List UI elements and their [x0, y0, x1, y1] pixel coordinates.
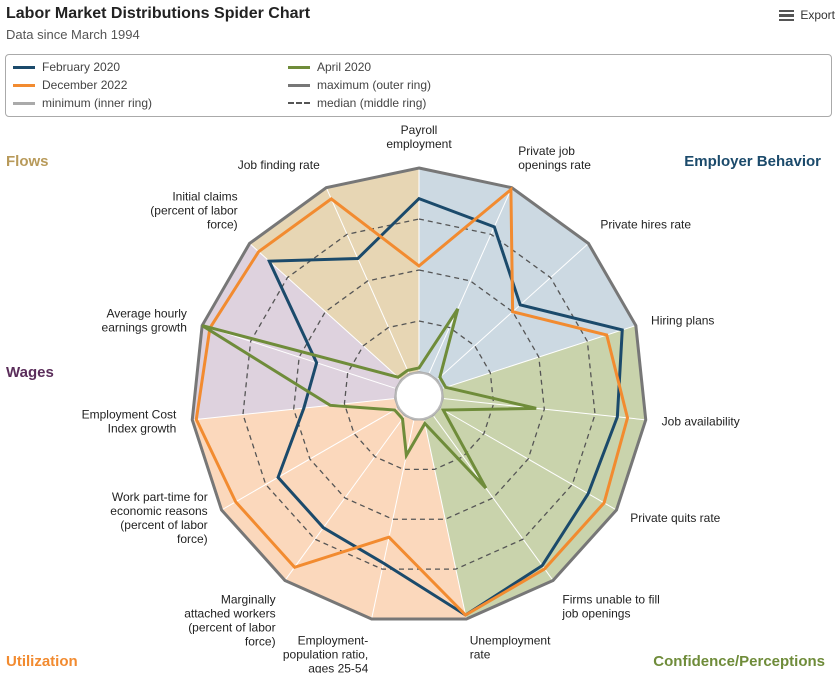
legend-item-median[interactable]: median (middle ring) [288, 96, 426, 110]
median-ring [343, 320, 495, 471]
axis-label: Hiring plans [651, 314, 714, 328]
legend-item-maximum[interactable]: maximum (outer ring) [288, 78, 431, 92]
axis-label: Unemployment rate [470, 634, 551, 662]
axis-label-line: openings rate [518, 158, 591, 172]
axis-label-line: job openings [561, 606, 630, 620]
axis-label: Private quits rate [630, 511, 720, 525]
group-wedge-3 [192, 243, 419, 420]
axis-label: Job availability [662, 415, 740, 429]
legend-swatch [288, 65, 310, 69]
inner-hole [395, 372, 443, 420]
axis-label-line: Average hourly [106, 307, 187, 321]
axis-spoke [432, 415, 554, 581]
axis-label-line: Hiring plans [651, 314, 714, 328]
axis-label-line: (percent of labor [150, 204, 237, 218]
chart-title: Labor Market Distributions Spider Chart [6, 5, 311, 22]
axis-label-line: Index growth [108, 422, 177, 436]
axis-label-line: Private hires rate [600, 218, 691, 232]
axis-label: Private job openings rate [518, 144, 591, 172]
legend-label: February 2020 [42, 60, 121, 74]
group-label: Confidence/Perceptions [653, 653, 825, 670]
axis-label: Employment-population ratio, ages 25-54 [283, 634, 369, 673]
axis-label-line: employment [386, 137, 452, 151]
legend-item-dec2022[interactable]: December 2022 [13, 78, 127, 92]
group-wedge-1 [419, 325, 646, 620]
menu-icon [779, 9, 795, 21]
legend-label: April 2020 [317, 60, 372, 74]
axis-label: Work part-time for economic reasons (perce… [110, 490, 207, 546]
export-label: Export [800, 8, 835, 22]
axis-label-line: Work part-time for [112, 490, 208, 504]
axis-label-line: Initial claims [172, 190, 237, 204]
axis-label-line: (percent of labor [120, 518, 207, 532]
axis-label: Payroll employment [386, 123, 452, 151]
legend-item-feb2020[interactable]: February 2020 [13, 60, 120, 74]
axis-label-line: Private quits rate [630, 511, 720, 525]
median-ring [293, 269, 545, 520]
legend-label: minimum (inner ring) [42, 96, 153, 110]
legend-label: median (middle ring) [317, 96, 427, 110]
legend-label: December 2022 [42, 78, 128, 92]
legend-swatch [13, 83, 35, 87]
axis-label-line: force) [177, 532, 208, 546]
axis-spoke [202, 325, 397, 390]
axis-label-line: Payroll [401, 123, 438, 137]
legend-swatch [13, 101, 35, 105]
group-label: Wages [6, 364, 54, 381]
axis-label: Initial claims (percent of labor force) [150, 190, 237, 232]
legend-item-minimum[interactable]: minimum (inner ring) [13, 96, 152, 110]
axis-label-line: Employment- [298, 634, 369, 648]
axis-label-line: Employment Cost [82, 408, 177, 422]
axis-label: Marginally attached workers (percent of la… [184, 592, 275, 648]
legend-swatch [288, 83, 310, 87]
series-line-2 [201, 308, 537, 490]
axis-label-line: (percent of labor [188, 620, 275, 634]
series-line-1 [194, 186, 630, 617]
axis-label-line: Unemployment [470, 634, 551, 648]
group-label: Flows [6, 153, 49, 170]
axis-label-line: economic reasons [110, 504, 207, 518]
axis-label-line: Job availability [662, 415, 740, 429]
group-label: Employer Behavior [684, 153, 821, 170]
axis-spoke [423, 419, 467, 620]
axis-label-line: force) [245, 634, 276, 648]
group-wedge-0 [419, 168, 636, 396]
group-label: Utilization [6, 653, 78, 670]
axis-label-line: Private job [518, 144, 575, 158]
axis-label-line: Firms unable to fill [562, 592, 659, 606]
axis-label: Private hires rate [600, 218, 691, 232]
axis-label-line: ages 25-54 [308, 662, 368, 673]
axis-label: Employment Cost Index growth [82, 408, 177, 436]
axis-label: Job finding rate [238, 158, 320, 172]
axis-label-line: Marginally [221, 592, 276, 606]
axis-label-line: population ratio, [283, 648, 368, 662]
axis-label-line: force) [207, 218, 238, 232]
axis-spoke [249, 243, 402, 381]
maximum-ring [190, 166, 648, 621]
axis-label-line: attached workers [184, 606, 275, 620]
legend-swatch [13, 65, 35, 69]
legend: February 2020 April 2020 December 2022 m… [5, 54, 832, 117]
axis-label-line: Job finding rate [238, 158, 320, 172]
export-button[interactable]: Export [779, 8, 835, 22]
axis-spoke [428, 187, 513, 375]
group-wedge-4 [249, 168, 419, 396]
legend-swatch [288, 102, 310, 104]
axis-label-line: rate [470, 648, 491, 662]
axis-label: Average hourly earnings growth [102, 307, 187, 335]
group-wedge-2 [192, 396, 467, 620]
legend-item-apr2020[interactable]: April 2020 [288, 60, 371, 74]
series-line-0 [266, 196, 624, 617]
axis-label-line: earnings growth [102, 321, 187, 335]
axis-label: Firms unable to fill job openings [561, 592, 659, 620]
legend-label: maximum (outer ring) [317, 78, 432, 92]
chart-subtitle: Data since March 1994 [6, 27, 140, 42]
